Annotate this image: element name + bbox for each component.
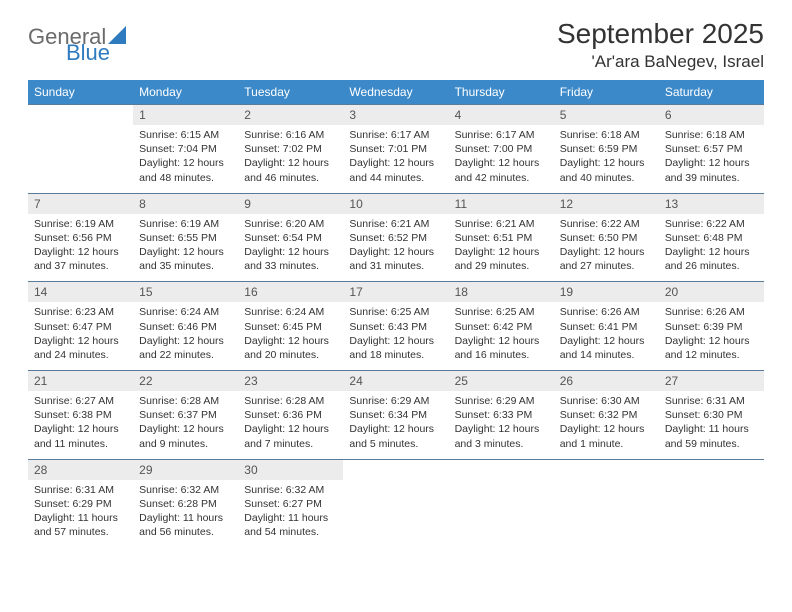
day-cell: Sunrise: 6:17 AMSunset: 7:00 PMDaylight:… xyxy=(449,125,554,193)
day-cell: Sunrise: 6:24 AMSunset: 6:45 PMDaylight:… xyxy=(238,302,343,370)
month-title: September 2025 xyxy=(557,18,764,50)
weekday-header: Tuesday xyxy=(238,80,343,105)
day-number xyxy=(554,459,659,480)
day-number: 24 xyxy=(343,371,448,392)
day-cell: Sunrise: 6:23 AMSunset: 6:47 PMDaylight:… xyxy=(28,302,133,370)
day-number: 17 xyxy=(343,282,448,303)
day-number: 1 xyxy=(133,105,238,126)
day-number: 7 xyxy=(28,193,133,214)
day-cell: Sunrise: 6:25 AMSunset: 6:43 PMDaylight:… xyxy=(343,302,448,370)
day-cell: Sunrise: 6:20 AMSunset: 6:54 PMDaylight:… xyxy=(238,214,343,282)
day-number: 5 xyxy=(554,105,659,126)
day-number: 9 xyxy=(238,193,343,214)
day-number: 30 xyxy=(238,459,343,480)
day-cell: Sunrise: 6:18 AMSunset: 6:57 PMDaylight:… xyxy=(659,125,764,193)
day-number: 6 xyxy=(659,105,764,126)
day-cell: Sunrise: 6:24 AMSunset: 6:46 PMDaylight:… xyxy=(133,302,238,370)
day-cell: Sunrise: 6:21 AMSunset: 6:52 PMDaylight:… xyxy=(343,214,448,282)
day-number: 23 xyxy=(238,371,343,392)
day-cell: Sunrise: 6:29 AMSunset: 6:33 PMDaylight:… xyxy=(449,391,554,459)
day-cell: Sunrise: 6:30 AMSunset: 6:32 PMDaylight:… xyxy=(554,391,659,459)
day-number-row: 123456 xyxy=(28,105,764,126)
day-cell: Sunrise: 6:19 AMSunset: 6:55 PMDaylight:… xyxy=(133,214,238,282)
day-cell: Sunrise: 6:28 AMSunset: 6:36 PMDaylight:… xyxy=(238,391,343,459)
day-number: 21 xyxy=(28,371,133,392)
day-cell: Sunrise: 6:19 AMSunset: 6:56 PMDaylight:… xyxy=(28,214,133,282)
day-number: 8 xyxy=(133,193,238,214)
day-cell: Sunrise: 6:22 AMSunset: 6:50 PMDaylight:… xyxy=(554,214,659,282)
day-cell xyxy=(28,125,133,193)
day-cell xyxy=(554,480,659,548)
day-number xyxy=(343,459,448,480)
location: 'Ar'ara BaNegev, Israel xyxy=(557,52,764,72)
weekday-header: Friday xyxy=(554,80,659,105)
day-number xyxy=(659,459,764,480)
day-number-row: 14151617181920 xyxy=(28,282,764,303)
title-block: September 2025 'Ar'ara BaNegev, Israel xyxy=(557,18,764,72)
day-cell: Sunrise: 6:27 AMSunset: 6:38 PMDaylight:… xyxy=(28,391,133,459)
day-cell: Sunrise: 6:29 AMSunset: 6:34 PMDaylight:… xyxy=(343,391,448,459)
day-number: 14 xyxy=(28,282,133,303)
day-cell: Sunrise: 6:15 AMSunset: 7:04 PMDaylight:… xyxy=(133,125,238,193)
day-cell: Sunrise: 6:32 AMSunset: 6:28 PMDaylight:… xyxy=(133,480,238,548)
day-cell: Sunrise: 6:32 AMSunset: 6:27 PMDaylight:… xyxy=(238,480,343,548)
weekday-header: Wednesday xyxy=(343,80,448,105)
day-content-row: Sunrise: 6:27 AMSunset: 6:38 PMDaylight:… xyxy=(28,391,764,459)
day-number: 26 xyxy=(554,371,659,392)
day-cell xyxy=(343,480,448,548)
day-cell: Sunrise: 6:26 AMSunset: 6:41 PMDaylight:… xyxy=(554,302,659,370)
day-number: 11 xyxy=(449,193,554,214)
day-number-row: 78910111213 xyxy=(28,193,764,214)
day-content-row: Sunrise: 6:19 AMSunset: 6:56 PMDaylight:… xyxy=(28,214,764,282)
day-number: 29 xyxy=(133,459,238,480)
day-number: 12 xyxy=(554,193,659,214)
day-number: 27 xyxy=(659,371,764,392)
weekday-header: Thursday xyxy=(449,80,554,105)
day-number-row: 282930 xyxy=(28,459,764,480)
header: General Blue September 2025 'Ar'ara BaNe… xyxy=(28,18,764,72)
day-number: 16 xyxy=(238,282,343,303)
day-number: 25 xyxy=(449,371,554,392)
day-cell: Sunrise: 6:28 AMSunset: 6:37 PMDaylight:… xyxy=(133,391,238,459)
weekday-header-row: Sunday Monday Tuesday Wednesday Thursday… xyxy=(28,80,764,105)
day-cell: Sunrise: 6:25 AMSunset: 6:42 PMDaylight:… xyxy=(449,302,554,370)
day-cell: Sunrise: 6:18 AMSunset: 6:59 PMDaylight:… xyxy=(554,125,659,193)
day-number: 19 xyxy=(554,282,659,303)
day-content-row: Sunrise: 6:15 AMSunset: 7:04 PMDaylight:… xyxy=(28,125,764,193)
day-cell xyxy=(659,480,764,548)
day-number: 15 xyxy=(133,282,238,303)
logo: General Blue xyxy=(28,24,126,64)
weekday-header: Sunday xyxy=(28,80,133,105)
day-number: 10 xyxy=(343,193,448,214)
day-cell: Sunrise: 6:22 AMSunset: 6:48 PMDaylight:… xyxy=(659,214,764,282)
day-cell: Sunrise: 6:26 AMSunset: 6:39 PMDaylight:… xyxy=(659,302,764,370)
day-content-row: Sunrise: 6:23 AMSunset: 6:47 PMDaylight:… xyxy=(28,302,764,370)
day-cell: Sunrise: 6:31 AMSunset: 6:29 PMDaylight:… xyxy=(28,480,133,548)
day-number: 13 xyxy=(659,193,764,214)
day-number: 18 xyxy=(449,282,554,303)
weekday-header: Monday xyxy=(133,80,238,105)
weekday-header: Saturday xyxy=(659,80,764,105)
day-number: 22 xyxy=(133,371,238,392)
logo-blue-text: Blue xyxy=(66,42,126,64)
day-number: 4 xyxy=(449,105,554,126)
day-cell: Sunrise: 6:16 AMSunset: 7:02 PMDaylight:… xyxy=(238,125,343,193)
day-content-row: Sunrise: 6:31 AMSunset: 6:29 PMDaylight:… xyxy=(28,480,764,548)
day-cell xyxy=(449,480,554,548)
day-cell: Sunrise: 6:17 AMSunset: 7:01 PMDaylight:… xyxy=(343,125,448,193)
day-number: 20 xyxy=(659,282,764,303)
day-number xyxy=(449,459,554,480)
day-number xyxy=(28,105,133,126)
day-cell: Sunrise: 6:21 AMSunset: 6:51 PMDaylight:… xyxy=(449,214,554,282)
day-number: 2 xyxy=(238,105,343,126)
day-number: 28 xyxy=(28,459,133,480)
calendar-table: Sunday Monday Tuesday Wednesday Thursday… xyxy=(28,80,764,547)
day-number-row: 21222324252627 xyxy=(28,371,764,392)
day-number: 3 xyxy=(343,105,448,126)
day-cell: Sunrise: 6:31 AMSunset: 6:30 PMDaylight:… xyxy=(659,391,764,459)
